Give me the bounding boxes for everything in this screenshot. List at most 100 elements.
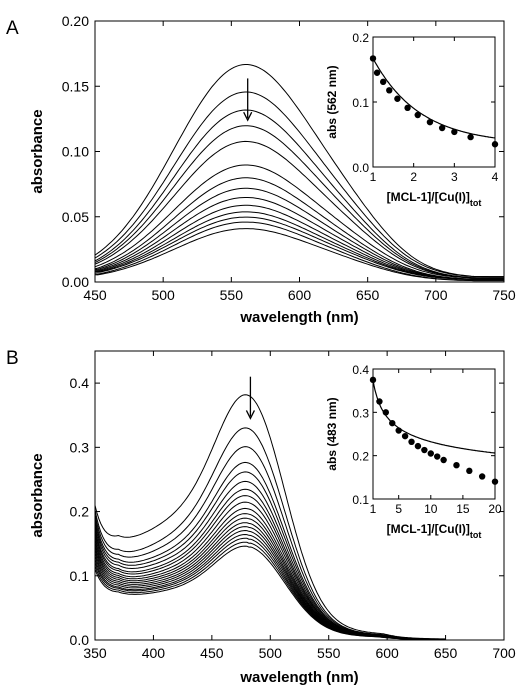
panel-a-inset-point bbox=[404, 104, 411, 112]
panel-a-inset-y-axis-label: abs (562 nm) bbox=[325, 65, 339, 138]
panel-a-x-tick-label: 700 bbox=[424, 287, 448, 303]
panel-a-arrow-head bbox=[243, 111, 253, 122]
panel-b-x-tick-label: 550 bbox=[317, 645, 341, 661]
panel-a-x-tick-label: 450 bbox=[83, 287, 107, 303]
panel-b-x-axis-label: wavelength (nm) bbox=[239, 669, 358, 686]
panel-b-x-tick-label: 500 bbox=[259, 645, 283, 661]
panel-a-y-tick-label: 0.00 bbox=[62, 274, 89, 290]
panel-b-inset-point bbox=[389, 419, 396, 427]
panel-a-spectrum-line bbox=[94, 228, 504, 282]
panel-a-y-tick-label: 0.20 bbox=[62, 13, 89, 29]
panel-b-inset-point bbox=[421, 446, 428, 454]
panel-a-inset: 1 2 3 4 0.0 0.1 0.2 abs (562 nm) [MCL-1]/[Cu(I… bbox=[325, 31, 499, 208]
panel-b-inset-point bbox=[453, 462, 460, 469]
panel-a-inset-y-tick-label: 0.0 bbox=[352, 161, 369, 175]
panel-a-inset-point bbox=[386, 87, 393, 94]
panel-b-arrow bbox=[245, 376, 256, 420]
panel-b-plot-frame bbox=[94, 350, 505, 641]
panel-a-inset-point bbox=[379, 78, 387, 86]
panel-a-inset-y-tick-label: 0.1 bbox=[352, 96, 369, 110]
panel-a-inset-point bbox=[426, 118, 434, 126]
panel-b-spectrum-line bbox=[94, 394, 446, 640]
panel-a-y-axis-label: absorbance bbox=[29, 109, 46, 193]
panel-b-inset: 1 5 10 15 200.10.20.30.4 abs (483 nm) [MCL-1… bbox=[325, 363, 502, 540]
panel-b-inset-background bbox=[373, 369, 495, 499]
panel-a-inset-x-tick-label: 3 bbox=[451, 170, 458, 184]
panel-b-inset-frame bbox=[372, 368, 496, 500]
panel-b-inset-y-tick-label: 0.4 bbox=[352, 363, 369, 377]
panel-a-inset-point bbox=[394, 95, 401, 102]
panel-b-inset-x-tick-label: 1 bbox=[370, 502, 377, 516]
panel-b-y-tick-label: 0.3 bbox=[70, 439, 90, 455]
panel-a-y-tick-label: 0.10 bbox=[62, 144, 89, 160]
panel-a-inset-point bbox=[451, 128, 458, 136]
panel-b-spectrum-line bbox=[94, 480, 446, 640]
panel-a-spectrum-line bbox=[94, 216, 504, 280]
panel-b-x-tick-label: 650 bbox=[434, 645, 458, 661]
panel-b-inset-x-tick-label: 5 bbox=[395, 502, 402, 516]
panel-a-y-tick-label: 0.05 bbox=[62, 209, 89, 225]
panel-b-inset-ticks: 1 5 10 15 200.10.20.30.4 bbox=[352, 363, 502, 516]
panel-a-inset-x-tick-label: 1 bbox=[370, 170, 377, 184]
panel-a-spectrum-line bbox=[94, 64, 504, 278]
panel-a-inset-x-label-main: [MCL-1]/[Cu(I)] bbox=[387, 190, 470, 204]
panel-a-inset-x-label-sub: tot bbox=[470, 198, 482, 208]
panel-a-inset-point bbox=[467, 133, 474, 141]
panel-b-inset-x-tick-label: 20 bbox=[488, 502, 502, 516]
panel-a-spectra bbox=[94, 64, 504, 282]
panel-b-inset-point bbox=[478, 473, 486, 480]
panel-b-inset-point bbox=[434, 453, 441, 460]
panel-b-inset-point bbox=[466, 467, 473, 475]
panel-b-inset-x-tick-label: 10 bbox=[424, 502, 438, 516]
panel-b-inset-y-tick-label: 0.3 bbox=[352, 406, 369, 420]
panel-a-spectrum-line bbox=[94, 140, 504, 279]
panel-b-x-tick-label: 700 bbox=[492, 645, 516, 661]
panel-b-inset-x-tick-label: 15 bbox=[456, 502, 470, 516]
panel-b-x-tick-label: 400 bbox=[142, 645, 166, 661]
panel-b-y-tick-label: 0.1 bbox=[70, 568, 90, 584]
panel-a-inset-points bbox=[369, 55, 499, 148]
panel-a-arrow bbox=[243, 78, 253, 122]
panel-a-inset-point bbox=[438, 124, 446, 132]
panel-b-inset-point bbox=[395, 427, 402, 434]
panel-b-spectrum-line bbox=[94, 545, 446, 640]
panel-b-y-tick-label: 0.4 bbox=[70, 375, 90, 391]
panel-a-inset-y-tick-label: 0.2 bbox=[352, 31, 369, 45]
panel-b-inset-y-tick-label: 0.2 bbox=[352, 450, 369, 464]
panel-a: A 450 500 550 600 650 700 750 0.00 0.05 0.10 0.15 0… bbox=[6, 13, 516, 326]
panel-a-spectrum-line bbox=[94, 109, 504, 279]
panel-a-inset-frame bbox=[372, 36, 496, 168]
panel-a-inset-x-tick-label: 4 bbox=[492, 170, 499, 184]
panel-a-y-tick-label: 0.15 bbox=[62, 78, 89, 94]
panel-b-inset-point bbox=[414, 442, 422, 450]
panel-b-spectrum-line bbox=[94, 488, 446, 640]
panel-a-x-tick-label: 750 bbox=[492, 287, 516, 303]
panel-b-inset-x-label-main: [MCL-1]/[Cu(I)] bbox=[387, 522, 470, 536]
panel-b-spectrum-line bbox=[94, 495, 446, 640]
panel-b-arrow-head bbox=[245, 410, 256, 420]
panel-b-y-tick-label: 0.2 bbox=[70, 504, 90, 520]
panel-a-inset-x-tick-label: 2 bbox=[410, 170, 417, 184]
panel-b-inset-x-label-sub: tot bbox=[470, 530, 482, 540]
panel-b-x-tick-label: 600 bbox=[375, 645, 399, 661]
panel-b-letter: B bbox=[6, 348, 19, 369]
panel-a-inset-point bbox=[414, 111, 421, 119]
panel-b-inset-point bbox=[401, 432, 409, 440]
panel-b-x-tick-label: 350 bbox=[83, 645, 107, 661]
panel-a-inset-fit bbox=[372, 58, 496, 139]
panel-b-inset-point bbox=[440, 456, 447, 464]
panel-a-inset-ticks: 1 2 3 4 0.0 0.1 0.2 bbox=[352, 31, 498, 184]
panel-a-x-tick-label: 650 bbox=[356, 287, 380, 303]
panel-a-inset-background bbox=[373, 37, 495, 167]
panel-b-inset-point bbox=[408, 438, 415, 445]
panel-b-inset-point bbox=[376, 398, 383, 405]
panel-a-spectrum-line bbox=[94, 125, 504, 279]
panel-b-spectra bbox=[94, 394, 446, 640]
panel-a-plot-frame bbox=[94, 20, 505, 283]
panel-b-inset-x-axis-label: [MCL-1]/[Cu(I)]tot bbox=[387, 522, 482, 540]
panel-b-x-tick-label: 450 bbox=[200, 645, 224, 661]
panel-a-x-axis-label: wavelength (nm) bbox=[239, 309, 358, 326]
panel-a-x-tick-label: 600 bbox=[288, 287, 312, 303]
panel-b-inset-y-axis-label: abs (483 nm) bbox=[325, 397, 339, 470]
